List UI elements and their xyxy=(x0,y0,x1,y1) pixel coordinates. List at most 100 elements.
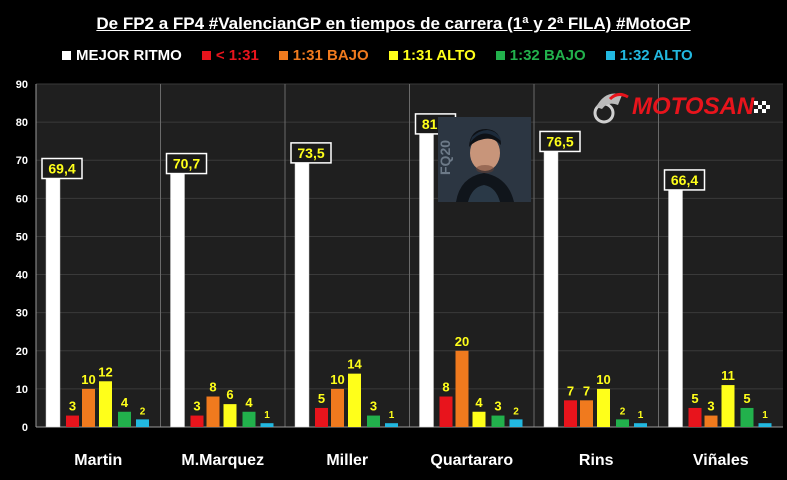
data-label: 1 xyxy=(264,410,270,421)
data-label-box xyxy=(165,152,208,175)
data-label: 1 xyxy=(638,410,644,421)
bar xyxy=(118,411,131,427)
data-label: 76,5 xyxy=(546,133,573,149)
legend-label: MEJOR RITMO xyxy=(76,46,182,64)
bar xyxy=(82,388,95,427)
motorbike-logo-icon: MOTOSAN xyxy=(593,92,770,124)
category-label: M.Marquez xyxy=(181,452,264,469)
bar xyxy=(740,407,754,427)
motosan-logo: MOTOSAN xyxy=(592,85,782,125)
bar xyxy=(223,404,237,427)
y-tick-label: 30 xyxy=(16,308,28,320)
category-label: Miller xyxy=(326,452,368,469)
y-tick-label: 90 xyxy=(16,79,28,91)
y-tick-label: 40 xyxy=(16,270,28,282)
bar xyxy=(472,411,486,427)
legend-swatch xyxy=(495,50,505,60)
bar xyxy=(439,396,453,427)
bar xyxy=(597,388,610,427)
data-label: 1 xyxy=(762,410,768,421)
bar xyxy=(242,411,256,427)
bar xyxy=(491,415,505,427)
data-label: 1 xyxy=(389,410,395,421)
data-label: 10 xyxy=(596,372,610,387)
legend-swatch xyxy=(388,50,398,60)
bar xyxy=(348,373,361,427)
data-label: 20 xyxy=(455,334,469,349)
legend-swatch xyxy=(62,50,71,60)
bar xyxy=(45,162,61,428)
logo-text: MOTOSAN xyxy=(632,93,755,120)
legend-item: 1:31 ALTO xyxy=(388,46,476,64)
data-label: 3 xyxy=(494,399,501,414)
bar xyxy=(294,146,310,428)
bar xyxy=(580,400,593,427)
chart-legend: MEJOR RITMO < 1:31 1:31 BAJO 1:31 ALTO 1:32 … xyxy=(62,45,713,65)
data-label: 7 xyxy=(567,383,574,398)
bar xyxy=(190,415,204,427)
bar xyxy=(99,381,112,427)
bar xyxy=(367,415,380,427)
category-label: Martin xyxy=(74,452,122,469)
data-label: 66,4 xyxy=(671,172,698,188)
y-tick-label: 60 xyxy=(16,193,28,205)
y-tick-label: 10 xyxy=(16,384,28,396)
legend-item: 1:32 ALTO xyxy=(605,46,693,64)
bar xyxy=(758,423,772,427)
category-label: Quartararo xyxy=(430,452,513,469)
legend-swatch xyxy=(605,50,615,60)
data-label: 8 xyxy=(442,380,449,395)
data-label: 5 xyxy=(743,391,750,406)
data-label: 14 xyxy=(347,357,362,372)
bar xyxy=(634,423,647,427)
bar xyxy=(509,419,523,427)
legend-label: 1:32 ALTO xyxy=(619,46,693,64)
data-label: 2 xyxy=(513,406,519,417)
data-label: 3 xyxy=(370,399,377,414)
legend-item: MEJOR RITMO xyxy=(62,47,182,64)
data-label-box xyxy=(41,157,83,180)
data-label: 3 xyxy=(69,399,76,414)
data-label: 4 xyxy=(475,395,483,410)
bar xyxy=(66,415,79,427)
legend-item: 1:32 BAJO xyxy=(495,46,586,64)
legend-item: < 1:31 xyxy=(201,46,259,64)
data-label: 73,5 xyxy=(297,145,324,161)
legend-label: 1:31 BAJO xyxy=(292,46,369,64)
bar xyxy=(721,385,735,427)
bar xyxy=(136,419,149,427)
category-label: Rins xyxy=(579,452,614,469)
legend-label: < 1:31 xyxy=(215,46,259,64)
data-label: 3 xyxy=(707,399,714,414)
bar xyxy=(260,423,274,427)
legend-swatch xyxy=(278,50,288,60)
data-label: 5 xyxy=(691,391,698,406)
data-label: 10 xyxy=(81,372,95,387)
legend-label: 1:31 ALTO xyxy=(402,46,476,64)
data-label-box xyxy=(663,169,706,191)
rider-photo: FQ20 xyxy=(438,117,531,202)
data-label-box xyxy=(290,142,332,164)
y-tick-label: 80 xyxy=(16,117,28,129)
data-label: 4 xyxy=(245,395,253,410)
data-label: 5 xyxy=(318,391,325,406)
legend-label: 1:32 BAJO xyxy=(509,46,586,64)
bar xyxy=(170,157,185,428)
data-label: 11 xyxy=(721,368,735,383)
data-label-box xyxy=(539,130,581,153)
data-label: 12 xyxy=(98,364,112,379)
y-tick-label: 0 xyxy=(22,422,28,434)
data-label: 4 xyxy=(121,395,129,410)
legend-swatch xyxy=(201,50,211,60)
category-label: Viñales xyxy=(693,452,749,469)
chart-title: De FP2 a FP4 #ValencianGP en tiempos de … xyxy=(96,14,691,33)
bar xyxy=(564,400,577,427)
data-label: 3 xyxy=(193,399,200,414)
data-label: 6 xyxy=(226,387,233,402)
legend-item: 1:31 BAJO xyxy=(278,46,369,64)
bar xyxy=(704,415,718,427)
rider-portrait-icon: FQ20 xyxy=(438,117,531,202)
bar xyxy=(543,135,559,428)
data-label: 2 xyxy=(140,406,146,417)
